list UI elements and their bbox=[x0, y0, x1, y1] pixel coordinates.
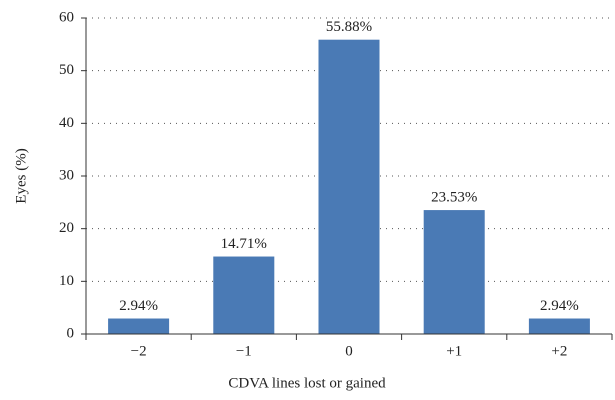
value-label: 23.53% bbox=[431, 190, 477, 206]
y-tick-label: 10 bbox=[59, 273, 74, 289]
x-tick-label: 0 bbox=[345, 343, 353, 359]
y-tick-label: 40 bbox=[59, 115, 74, 131]
bar bbox=[318, 39, 380, 334]
value-label: 55.88% bbox=[326, 19, 372, 35]
y-tick-label: 50 bbox=[59, 62, 74, 78]
value-label: 2.94% bbox=[119, 298, 158, 314]
x-tick-label: +2 bbox=[551, 343, 567, 359]
y-tick-label: 0 bbox=[67, 325, 75, 341]
bar bbox=[213, 256, 275, 334]
x-tick-label: −1 bbox=[236, 343, 252, 359]
x-axis-label: CDVA lines lost or gained bbox=[228, 375, 386, 391]
value-label: 2.94% bbox=[540, 298, 579, 314]
y-axis-label: Eyes (%) bbox=[13, 148, 29, 203]
bar bbox=[528, 318, 590, 334]
y-tick-label: 30 bbox=[59, 167, 74, 183]
y-tick-label: 20 bbox=[59, 220, 74, 236]
y-tick-label: 60 bbox=[59, 9, 74, 25]
bar bbox=[108, 318, 170, 334]
x-tick-label: +1 bbox=[446, 343, 462, 359]
value-label: 14.71% bbox=[221, 236, 267, 252]
x-tick-label: −2 bbox=[131, 343, 147, 359]
bar bbox=[423, 210, 485, 334]
